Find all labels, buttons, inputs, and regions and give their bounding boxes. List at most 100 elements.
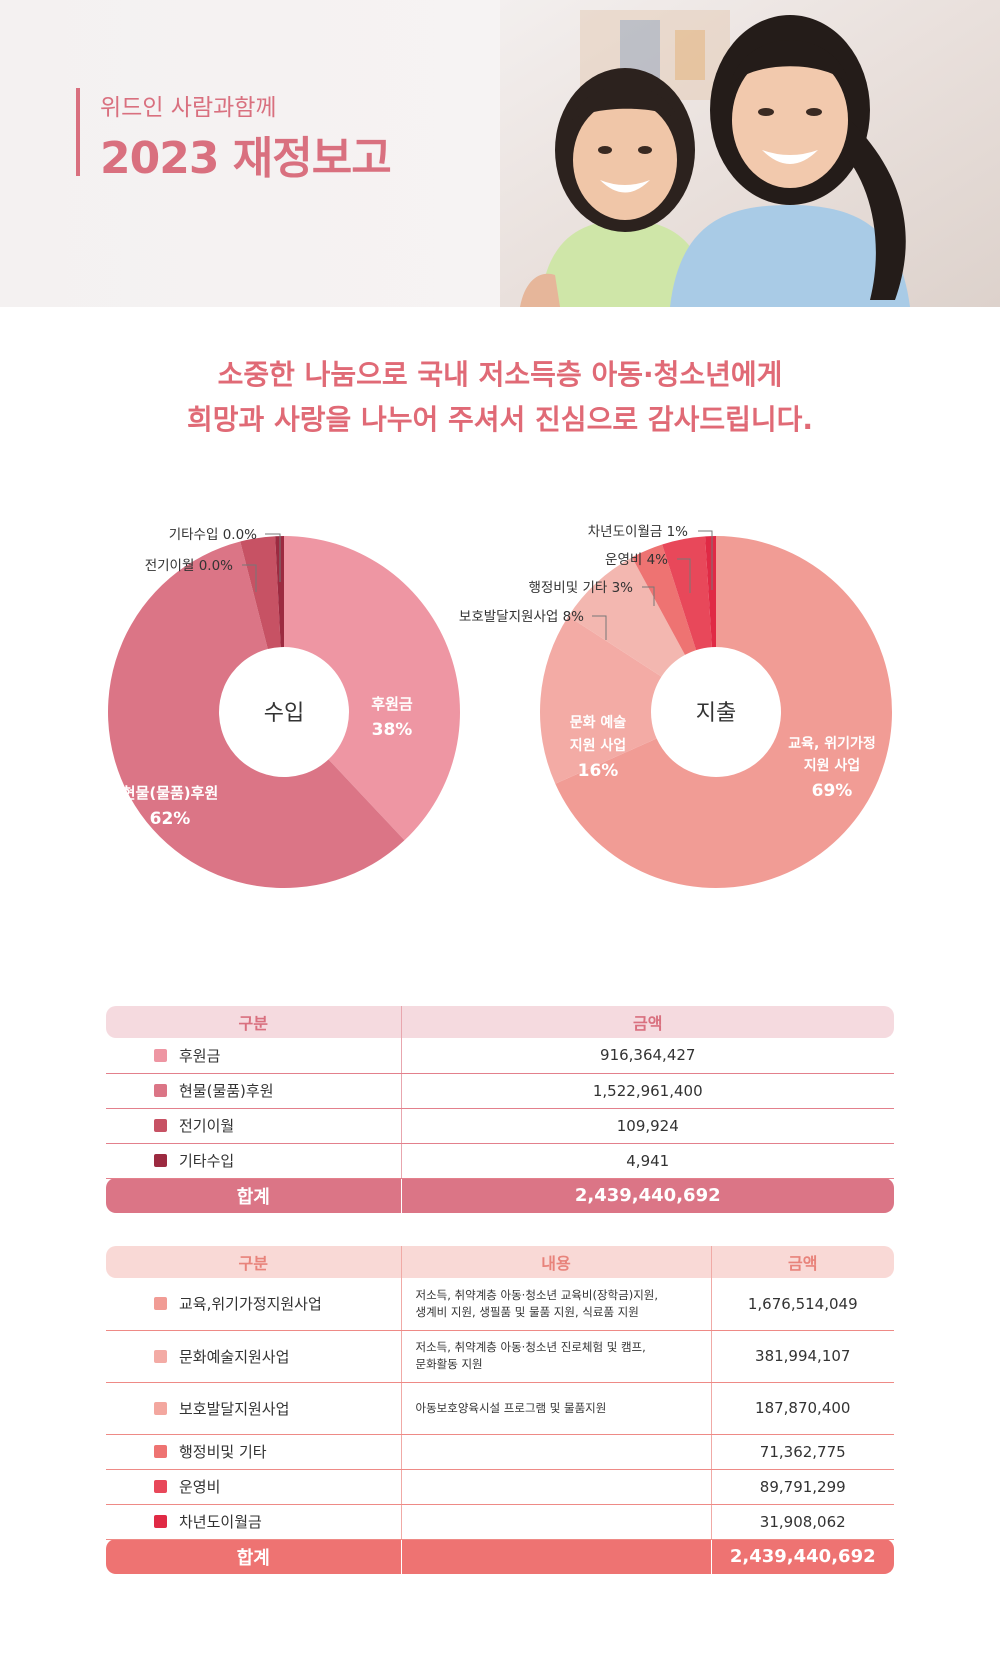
table-row: 문화예술지원사업 저소득, 취약계층 아동·청소년 진로체험 및 캠프, 문화활동… [106, 1330, 894, 1383]
expense-table-header: 구분 내용 금액 [106, 1246, 894, 1278]
message-line-1: 소중한 나눔으로 국내 저소득층 아동·청소년에게 [217, 358, 783, 391]
finance-charts: 수입 후원금 38% 현물(물품)후원 62% 기타수입 0.0% 전기이월 0.0% 지출교… [108, 524, 892, 888]
report-subtitle: 위드인 사람과함께 [100, 95, 277, 121]
income-table: 구분 금액 후원금 916,364,427 현물(물품)후원 1,522,961… [106, 1006, 894, 1213]
income-amount: 916,364,427 [400, 1038, 894, 1074]
expense-label-education-1: 교육, 위기가정 [788, 735, 875, 752]
callout-leader [265, 533, 281, 582]
income-value-donation: 38% [372, 720, 413, 740]
income-label: 후원금 [179, 1046, 221, 1065]
expense-amount: 89,791,299 [710, 1469, 894, 1505]
income-slice-2 [108, 541, 405, 888]
expense-desc-line: 문화활동 지원 [415, 1357, 483, 1371]
expense-slice-4 [631, 544, 697, 655]
income-label-donation: 후원금 [371, 695, 413, 713]
expense-label-education-2: 지원 사업 [804, 758, 860, 774]
message-line-2: 희망과 사랑을 나누어 주셔서 진심으로 감사드립니다. [186, 403, 814, 436]
expense-label: 차년도이월금 [179, 1513, 262, 1531]
children-photo [500, 0, 1000, 307]
callout-leader [242, 564, 257, 592]
income-chart-title: 수입 [264, 701, 304, 726]
table-row: 전기이월 109,924 [106, 1108, 894, 1144]
legend-swatch [154, 1401, 167, 1415]
expense-desc-line: 생계비 지원, 생필품 및 물품 지원, 식료품 지원 [415, 1304, 639, 1319]
income-total-amount: 2,439,440,692 [400, 1178, 894, 1213]
title-accent-bar [76, 88, 80, 176]
income-value-inkind: 62% [150, 809, 191, 829]
expense-label-culture-1: 문화 예술 [570, 715, 627, 731]
income-amount: 109,924 [400, 1108, 894, 1144]
expense-desc-line: 저소득, 취약계층 아동·청소년 교육비(장학금)지원, [415, 1287, 659, 1302]
expense-label: 교육,위기가정지원사업 [179, 1295, 322, 1314]
legend-swatch [154, 1480, 167, 1493]
expense-slice-1 [555, 536, 892, 888]
callout-leader [698, 530, 713, 590]
income-amount: 4,941 [400, 1143, 894, 1179]
expense-table: 구분 내용 금액 교육,위기가정지원사업 저소득, 취약계층 아동·청소년 교육… [106, 1246, 894, 1574]
expense-header-category: 구분 [106, 1246, 401, 1278]
legend-swatch [154, 1119, 167, 1132]
expense-value-culture: 16% [578, 761, 619, 781]
legend-swatch [154, 1515, 167, 1528]
expense-header-content: 내용 [400, 1246, 711, 1278]
callout-leader [592, 615, 607, 640]
expense-label: 문화예술지원사업 [179, 1347, 290, 1366]
expense-slice-5 [662, 536, 712, 651]
income-total-label: 합계 [106, 1178, 401, 1213]
expense-amount: 31,908,062 [710, 1504, 894, 1540]
legend-swatch [154, 1048, 167, 1062]
income-slice-3 [240, 536, 281, 650]
income-label: 현물(물품)후원 [179, 1082, 274, 1100]
expense-amount: 71,362,775 [710, 1434, 894, 1470]
thank-you-message: 소중한 나눔으로 국내 저소득층 아동·청소년에게 희망과 사랑을 나누어 주셔… [0, 352, 1000, 442]
income-label: 전기이월 [179, 1117, 235, 1135]
expense-desc-line: 아동보호양육시설 프로그램 및 물품지원 [415, 1400, 607, 1415]
expense-total-amount: 2,439,440,692 [710, 1539, 894, 1574]
income-amount: 1,522,961,400 [400, 1073, 894, 1109]
income-label: 기타수입 [179, 1152, 235, 1170]
table-row: 후원금 916,364,427 [106, 1038, 894, 1074]
expense-callout-admin: 행정비및 기타 3% [528, 580, 633, 596]
expense-label: 행정비및 기타 [179, 1443, 267, 1461]
income-slice-1 [284, 536, 461, 841]
income-table-header: 구분 금액 [106, 1006, 894, 1038]
callout-leader [642, 586, 655, 606]
table-row: 차년도이월금 31,908,062 [106, 1504, 894, 1540]
table-row: 기타수입 4,941 [106, 1143, 894, 1179]
income-callout-other: 기타수입 0.0% [169, 527, 257, 543]
callout-leader [677, 558, 691, 593]
income-callout-carryover: 전기이월 0.0% [145, 558, 233, 574]
income-slice-4 [275, 536, 284, 648]
expense-value-education: 69% [812, 781, 853, 801]
expense-total-label: 합계 [106, 1539, 401, 1574]
expense-label: 보호발달지원사업 [179, 1399, 290, 1418]
table-row: 보호발달지원사업 아동보호양육시설 프로그램 및 물품지원 187,870,40… [106, 1382, 894, 1435]
expense-chart-title: 지출 [696, 701, 736, 726]
expense-amount: 187,870,400 [710, 1382, 894, 1435]
expense-callout-protection: 보호발달지원사업 8% [459, 609, 584, 625]
expense-slice-3 [568, 557, 685, 677]
legend-swatch [154, 1084, 167, 1097]
legend-swatch [154, 1297, 167, 1311]
income-total-row: 합계 2,439,440,692 [106, 1178, 894, 1213]
table-row: 운영비 89,791,299 [106, 1469, 894, 1505]
report-title: 2023 재정보고 [100, 133, 392, 184]
legend-swatch [154, 1154, 167, 1167]
expense-slice-2 [540, 616, 662, 784]
expense-label: 운영비 [179, 1478, 221, 1496]
table-row: 행정비및 기타 71,362,775 [106, 1434, 894, 1470]
expense-callout-operation: 운영비 4% [605, 552, 668, 568]
expense-desc-line: 저소득, 취약계층 아동·청소년 진로체험 및 캠프, [415, 1340, 646, 1354]
income-header-category: 구분 [106, 1006, 401, 1038]
expense-header-amount: 금액 [710, 1246, 894, 1278]
expense-amount: 381,994,107 [710, 1330, 894, 1383]
expense-amount: 1,676,514,049 [710, 1278, 894, 1331]
table-row: 현물(물품)후원 1,522,961,400 [106, 1073, 894, 1109]
expense-total-row: 합계 2,439,440,692 [106, 1539, 894, 1574]
expense-callout-nextyear: 차년도이월금 1% [588, 524, 688, 540]
income-label-inkind: 현물(물품)후원 [122, 784, 219, 802]
hero-banner: 위드인 사람과함께 2023 재정보고 [0, 0, 1000, 307]
expense-slice-6 [705, 536, 716, 648]
legend-swatch [154, 1349, 167, 1363]
legend-swatch [154, 1445, 167, 1458]
